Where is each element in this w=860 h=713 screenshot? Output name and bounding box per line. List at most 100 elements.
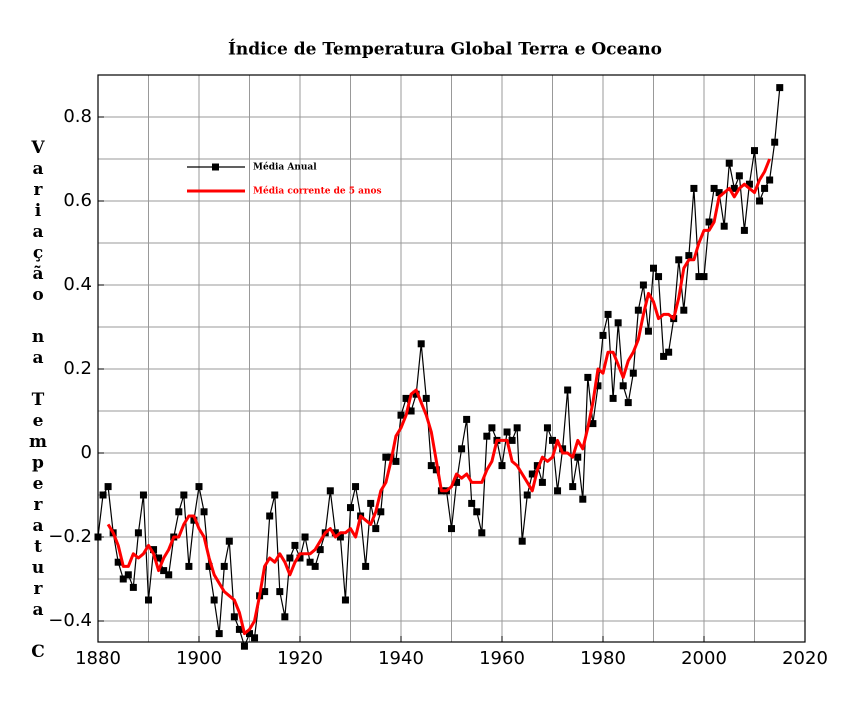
point xyxy=(468,499,476,507)
point xyxy=(715,189,723,197)
point xyxy=(276,588,284,596)
point xyxy=(655,273,663,281)
y-tick-label: −0.4 xyxy=(48,610,92,631)
point xyxy=(756,197,764,205)
point xyxy=(766,176,774,184)
x-tick-label: 1980 xyxy=(580,648,626,669)
point xyxy=(453,478,461,486)
y-tick-label: 0.6 xyxy=(63,190,92,211)
legend-label: Média corrente de 5 anos xyxy=(253,186,382,197)
point xyxy=(326,487,334,495)
point xyxy=(99,491,107,499)
y-tick-label: 0.8 xyxy=(63,106,92,127)
point xyxy=(680,306,688,314)
point xyxy=(372,525,380,533)
point xyxy=(549,436,556,444)
point xyxy=(609,394,617,402)
point xyxy=(134,529,142,537)
point xyxy=(574,453,582,461)
point xyxy=(629,369,637,377)
point xyxy=(139,491,147,499)
point xyxy=(190,516,198,524)
point xyxy=(740,226,748,234)
point xyxy=(266,512,274,520)
y-tick-label: 0.2 xyxy=(63,358,92,379)
point xyxy=(215,630,223,638)
point xyxy=(528,470,536,478)
x-tick-label: 1940 xyxy=(378,648,424,669)
point xyxy=(377,508,385,516)
point xyxy=(114,558,122,566)
point xyxy=(448,525,455,533)
point xyxy=(478,529,486,537)
point xyxy=(367,499,375,507)
point xyxy=(240,642,248,650)
point xyxy=(407,407,415,415)
point xyxy=(634,306,642,314)
point xyxy=(665,348,673,356)
point xyxy=(660,352,668,360)
point xyxy=(644,327,652,335)
point xyxy=(341,596,349,604)
point xyxy=(422,394,430,402)
point xyxy=(205,562,213,570)
y-tick-label: −0.2 xyxy=(48,526,92,547)
chart-title: Índice de Temperatura Global Terra e Oce… xyxy=(228,39,662,60)
point xyxy=(230,613,238,621)
point xyxy=(129,583,137,591)
point xyxy=(165,571,173,579)
point xyxy=(720,222,728,230)
point xyxy=(735,172,743,180)
point xyxy=(150,546,158,554)
point xyxy=(559,445,567,453)
point xyxy=(700,273,708,281)
point xyxy=(599,331,607,339)
point xyxy=(488,424,496,432)
point xyxy=(685,252,693,260)
point xyxy=(518,537,526,545)
point xyxy=(463,415,471,423)
point xyxy=(569,483,577,491)
point xyxy=(271,491,279,499)
point xyxy=(311,562,319,570)
point xyxy=(281,613,289,621)
point xyxy=(397,411,405,419)
point xyxy=(533,462,541,470)
point xyxy=(614,319,622,327)
point xyxy=(675,256,683,264)
point xyxy=(498,462,506,470)
point xyxy=(225,537,233,545)
point xyxy=(119,575,127,583)
point xyxy=(604,310,612,318)
point xyxy=(554,487,562,495)
point xyxy=(508,436,516,444)
point xyxy=(761,184,769,192)
point xyxy=(124,571,132,579)
x-tick-label: 2000 xyxy=(681,648,727,669)
point xyxy=(331,529,339,537)
point xyxy=(261,588,269,596)
point xyxy=(710,184,718,192)
point xyxy=(296,554,304,562)
point xyxy=(619,382,627,390)
point xyxy=(382,453,390,461)
point xyxy=(751,147,758,155)
point xyxy=(538,478,546,486)
y-tick-label: 0.4 xyxy=(63,274,92,295)
point xyxy=(402,394,410,402)
point xyxy=(417,340,425,348)
legend-marker xyxy=(212,163,219,171)
point xyxy=(564,386,572,394)
point xyxy=(347,504,354,512)
x-tick-label: 1880 xyxy=(75,648,121,669)
point xyxy=(745,180,753,188)
point xyxy=(94,533,102,541)
point xyxy=(175,508,183,516)
point xyxy=(771,138,779,146)
point xyxy=(336,533,344,541)
point xyxy=(776,84,784,92)
point xyxy=(624,399,632,407)
point xyxy=(200,508,208,516)
